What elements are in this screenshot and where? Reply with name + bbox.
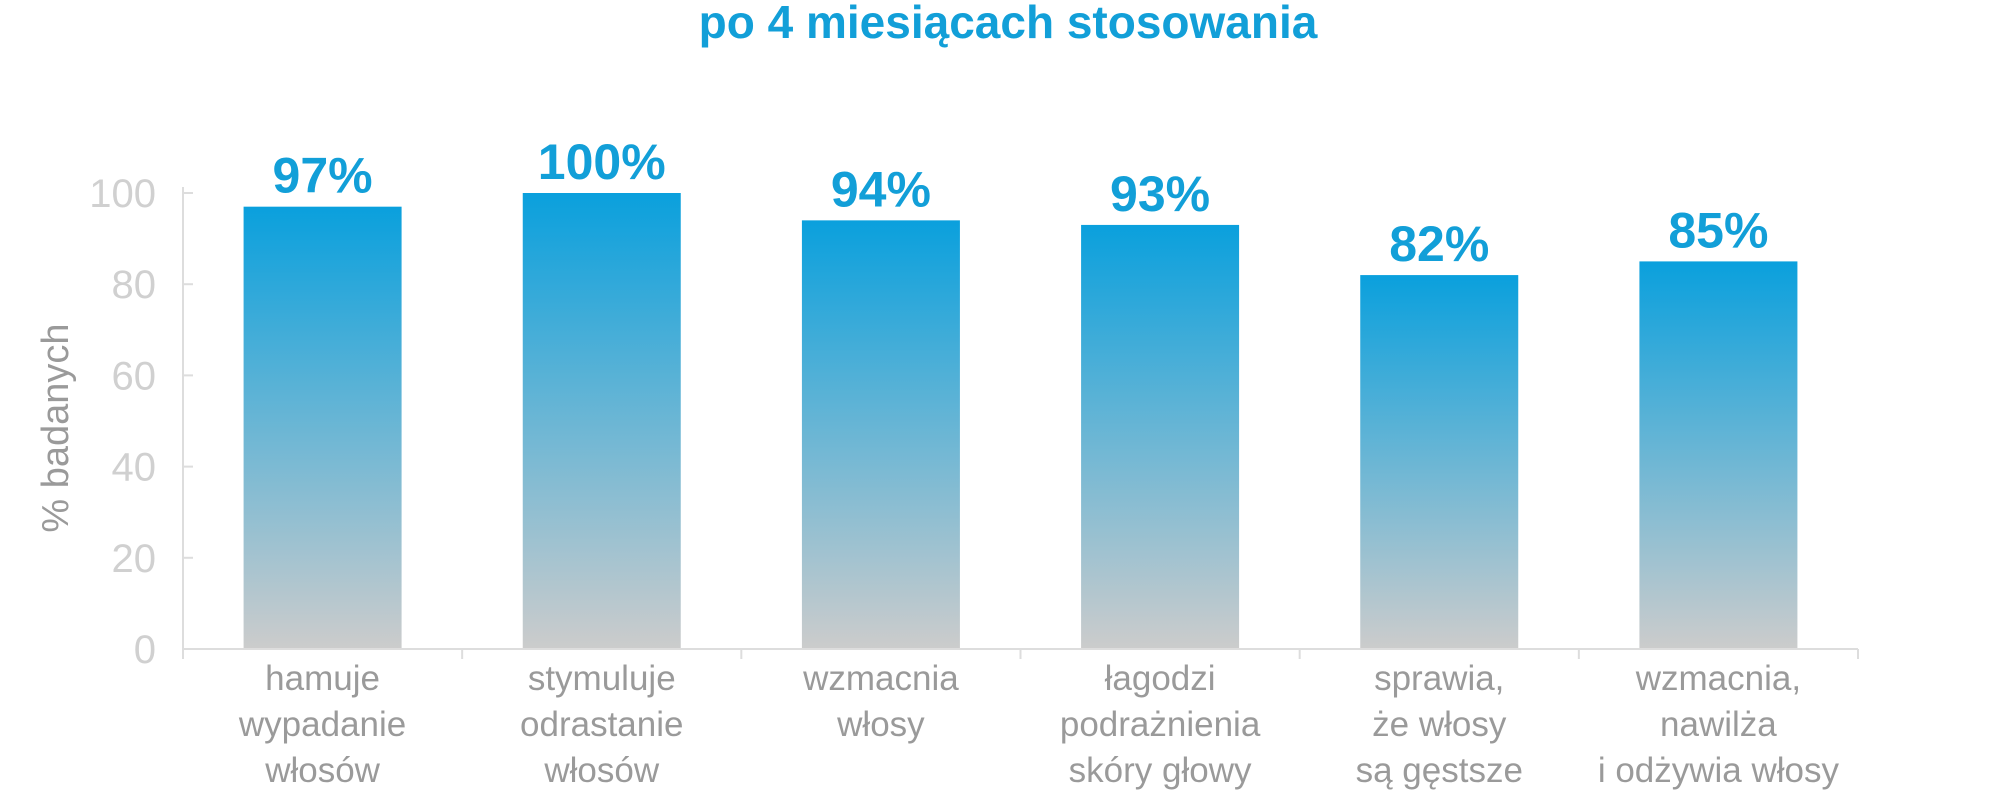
x-tick-label: wzmacnia, nawilża i odżywia włosy <box>1598 659 1840 790</box>
y-axis-label: % badanych <box>35 323 77 532</box>
bar <box>522 193 681 649</box>
value-labels: 97% 100% 94% 93% 82% 85% <box>273 134 1769 272</box>
bar <box>1081 224 1240 650</box>
y-tick-label: 100 <box>89 172 156 216</box>
bar <box>1360 275 1519 649</box>
y-tick-label: 20 <box>112 537 157 581</box>
chart-title: po 4 miesiącach stosowania <box>699 0 1318 48</box>
data-label: 85% <box>1668 202 1768 258</box>
y-axis: 0 20 40 60 80 100 <box>89 172 193 672</box>
y-tick-label: 0 <box>134 628 156 672</box>
y-tick-label: 40 <box>112 446 157 490</box>
y-tick-label: 60 <box>112 354 157 398</box>
x-tick-label: stymuluje odrastanie włosów <box>520 659 683 790</box>
data-label: 100% <box>538 134 666 190</box>
y-tick-label: 80 <box>112 263 157 307</box>
category-labels: hamuje wypadanie włosów stymuluje odrastanie… <box>238 659 1840 790</box>
x-tick-label: łagodzi podrażnienia skóry głowy <box>1060 659 1261 790</box>
data-label: 93% <box>1110 166 1210 222</box>
bar <box>243 206 402 649</box>
x-tick-label: sprawia, że włosy są gęstsze <box>1356 659 1523 790</box>
bar <box>801 220 960 650</box>
data-label: 82% <box>1389 216 1489 272</box>
bar <box>1639 261 1798 649</box>
data-label: 97% <box>273 148 373 204</box>
bars <box>243 193 1798 650</box>
x-tick-label: hamuje wypadanie włosów <box>238 659 406 790</box>
x-axis <box>182 648 1859 659</box>
x-tick-label: wzmacnia włosy <box>802 659 959 744</box>
data-label: 94% <box>831 161 931 217</box>
